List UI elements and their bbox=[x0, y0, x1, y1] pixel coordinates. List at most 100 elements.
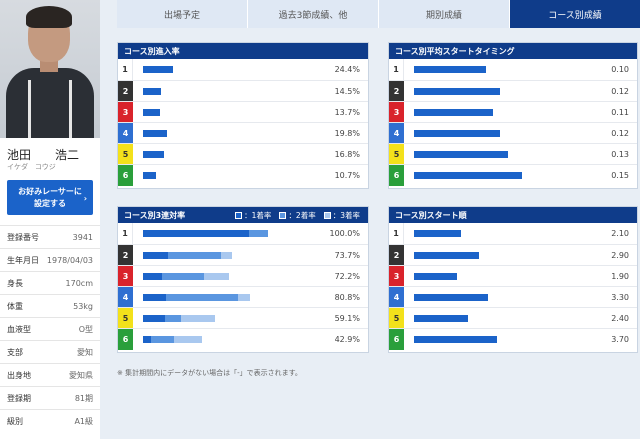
value-label: 19.8% bbox=[334, 129, 360, 138]
panel-title: コース別平均スタートタイミング bbox=[389, 43, 637, 59]
info-value: 1978/04/03 bbox=[46, 255, 93, 265]
value-label: 59.1% bbox=[334, 314, 360, 323]
value-bar bbox=[414, 109, 493, 116]
legend-third: ：3着率 bbox=[323, 210, 360, 221]
course-number: 5 bbox=[118, 307, 133, 329]
value-label: 73.7% bbox=[334, 251, 360, 260]
racer-info-list: 登録番号 3941 生年月日 1978/04/03 身長 170cm 体重 53kg 血液型 O型… bbox=[0, 225, 100, 432]
legend-second: ：2着率 bbox=[279, 210, 316, 221]
value-bar bbox=[414, 66, 486, 73]
chevron-right-icon: › bbox=[83, 194, 87, 203]
third-rate-bar bbox=[174, 336, 202, 343]
value-label: 42.9% bbox=[334, 335, 360, 344]
first-rate-bar bbox=[143, 273, 162, 280]
info-row: 血液型 O型 bbox=[0, 317, 100, 340]
course-row: 1 100.0% bbox=[118, 223, 368, 244]
legend: ：1着率 ：2着率 ：3着率 bbox=[235, 210, 360, 221]
value-bar bbox=[414, 294, 488, 301]
course-number: 6 bbox=[118, 328, 133, 350]
info-key: 支部 bbox=[7, 347, 23, 357]
entry-rate-panel: コース別進入率 1 24.4% 2 14.5% 3 13.7% 4 19.8% 5 16.8% 6 1… bbox=[117, 42, 369, 189]
favorite-button-line1: お好みレーサーに bbox=[18, 187, 82, 196]
course-row: 1 0.10 bbox=[389, 59, 637, 80]
course-row: 3 1.90 bbox=[389, 265, 637, 287]
course-number: 6 bbox=[389, 164, 404, 186]
value-bar bbox=[143, 66, 173, 73]
second-rate-bar bbox=[249, 230, 268, 237]
course-number: 1 bbox=[389, 223, 404, 244]
course-row: 6 3.70 bbox=[389, 328, 637, 350]
course-row: 4 3.30 bbox=[389, 286, 637, 308]
third-rate-bar bbox=[204, 273, 229, 280]
second-rate-bar bbox=[162, 273, 204, 280]
start-order-panel: コース別スタート順 1 2.10 2 2.90 3 1.90 4 3.30 5 2.40 6 3.70 bbox=[388, 206, 638, 353]
value-bar bbox=[414, 273, 457, 280]
info-key: 生年月日 bbox=[7, 255, 39, 265]
legend-first: ：1着率 bbox=[235, 210, 271, 221]
course-number: 2 bbox=[118, 244, 133, 266]
tab-1[interactable]: 過去3節成績、他 bbox=[248, 0, 379, 28]
third-rate-bar bbox=[238, 294, 250, 301]
third-rate-bar bbox=[181, 315, 215, 322]
info-row: 級別 A1級 bbox=[0, 409, 100, 432]
course-number: 2 bbox=[389, 244, 404, 266]
value-label: 0.12 bbox=[611, 87, 629, 96]
tab-bar: 出場予定 過去3節成績、他 期別成績 コース別成績 bbox=[117, 0, 640, 28]
course-number: 3 bbox=[389, 101, 404, 123]
course-number: 5 bbox=[118, 143, 133, 165]
first-rate-bar bbox=[143, 252, 168, 259]
info-row: 身長 170cm bbox=[0, 271, 100, 294]
value-bar bbox=[414, 230, 461, 237]
value-label: 80.8% bbox=[334, 293, 360, 302]
info-key: 登録番号 bbox=[7, 232, 39, 242]
info-row: 支部 愛知 bbox=[0, 340, 100, 363]
info-row: 登録期 81期 bbox=[0, 386, 100, 409]
course-row: 2 2.90 bbox=[389, 244, 637, 266]
value-label: 100.0% bbox=[329, 229, 360, 238]
panel-header: コース別3連対率 ：1着率 ：2着率 ：3着率 bbox=[118, 207, 368, 223]
value-label: 2.10 bbox=[611, 229, 629, 238]
info-key: 出身地 bbox=[7, 370, 31, 380]
value-label: 2.40 bbox=[611, 314, 629, 323]
course-row: 6 10.7% bbox=[118, 164, 368, 186]
course-row: 3 72.2% bbox=[118, 265, 368, 287]
panel-title: コース別3連対率 bbox=[124, 210, 186, 220]
course-number: 4 bbox=[118, 286, 133, 308]
course-row: 4 80.8% bbox=[118, 286, 368, 308]
course-row: 3 13.7% bbox=[118, 101, 368, 123]
value-bar bbox=[414, 172, 522, 179]
course-number: 3 bbox=[118, 101, 133, 123]
first-rate-bar bbox=[143, 294, 166, 301]
course-number: 5 bbox=[389, 143, 404, 165]
racer-kana: イケダ コウジ bbox=[7, 163, 56, 171]
tab-3[interactable]: コース別成績 bbox=[510, 0, 640, 28]
course-row: 4 0.12 bbox=[389, 122, 637, 144]
course-number: 1 bbox=[389, 59, 404, 80]
course-row: 1 2.10 bbox=[389, 223, 637, 244]
value-label: 24.4% bbox=[334, 65, 360, 74]
course-row: 1 24.4% bbox=[118, 59, 368, 80]
course-row: 2 73.7% bbox=[118, 244, 368, 266]
second-rate-bar bbox=[168, 252, 221, 259]
tab-0[interactable]: 出場予定 bbox=[117, 0, 248, 28]
value-bar bbox=[414, 130, 500, 137]
info-key: 身長 bbox=[7, 278, 23, 288]
value-label: 3.30 bbox=[611, 293, 629, 302]
info-key: 登録期 bbox=[7, 393, 31, 403]
course-row: 4 19.8% bbox=[118, 122, 368, 144]
info-row: 登録番号 3941 bbox=[0, 225, 100, 248]
info-value: 愛知県 bbox=[69, 370, 93, 380]
info-value: 愛知 bbox=[77, 347, 93, 357]
course-row: 5 2.40 bbox=[389, 307, 637, 329]
info-value: A1級 bbox=[74, 416, 93, 426]
course-row: 2 0.12 bbox=[389, 80, 637, 102]
favorite-racer-button[interactable]: お好みレーサーに 設定する › bbox=[7, 180, 93, 215]
value-bar bbox=[414, 315, 468, 322]
panel-title: コース別進入率 bbox=[118, 43, 368, 59]
value-bar bbox=[143, 109, 160, 116]
value-bar bbox=[143, 151, 164, 158]
first-rate-bar bbox=[143, 230, 249, 237]
second-rate-bar bbox=[151, 336, 174, 343]
info-row: 出身地 愛知県 bbox=[0, 363, 100, 386]
tab-2[interactable]: 期別成績 bbox=[379, 0, 510, 28]
